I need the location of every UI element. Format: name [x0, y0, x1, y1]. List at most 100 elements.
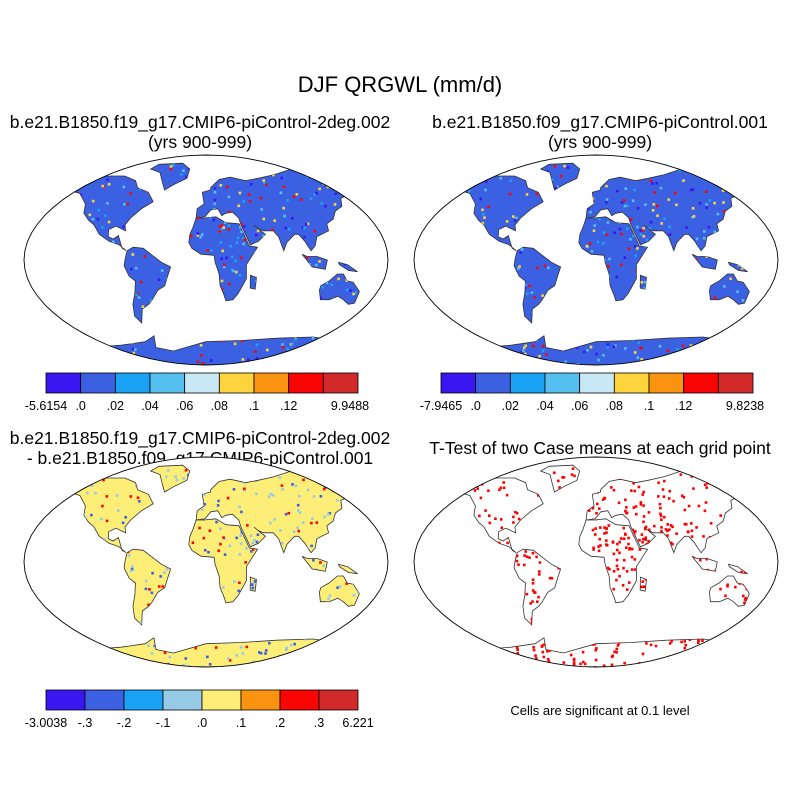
grid-cell: [664, 528, 668, 531]
grid-cell: [476, 363, 480, 365]
grid-cell: [579, 662, 582, 666]
grid-cell: [153, 644, 157, 648]
grid-cell: [643, 286, 647, 290]
grid-cell: [607, 524, 611, 527]
grid-cell: [264, 652, 267, 655]
grid-cell: [314, 658, 317, 661]
grid-cell: [532, 646, 535, 649]
grid-cell: [540, 644, 544, 648]
grid-cell: [217, 549, 220, 553]
grid-cell: [223, 221, 227, 224]
grid-cell: [499, 518, 503, 521]
grid-cell: [54, 647, 58, 650]
grid-cell: [697, 504, 701, 508]
grid-cell: [106, 202, 109, 205]
grid-cell: [550, 577, 554, 580]
grid-cell: [131, 361, 135, 365]
grid-cell: [656, 214, 659, 217]
grid-cell: [216, 504, 220, 507]
grid-cell: [201, 508, 204, 512]
grid-cell: [139, 621, 142, 625]
grid-cell: [338, 585, 342, 588]
grid-cell: [608, 275, 611, 278]
colorbar-tick-label: -.2: [117, 716, 132, 730]
grid-cell: [222, 226, 225, 229]
map-outline: [413, 456, 779, 668]
grid-cell: [259, 196, 263, 200]
grid-cell: [603, 496, 606, 500]
grid-cell: [606, 221, 610, 224]
colorbar-tick-label: .02: [107, 399, 124, 413]
grid-cell: [263, 182, 266, 185]
colorbar-tick-label: -7.9465: [420, 399, 462, 413]
grid-cell: [525, 193, 529, 196]
grid-cell: [623, 558, 626, 562]
grid-cell: [542, 643, 545, 647]
grid-cell: [310, 544, 313, 548]
grid-cell: [312, 559, 315, 562]
grid-cell: [542, 655, 546, 659]
grid-cell: [603, 532, 606, 535]
grid-cell: [596, 502, 599, 506]
grid-cell: [286, 347, 289, 351]
grid-cell: [697, 641, 700, 644]
grid-cell: [588, 242, 592, 245]
grid-cell: [310, 521, 313, 525]
grid-cell: [512, 521, 515, 524]
grid-cell: [253, 580, 257, 583]
grid-cell: [332, 349, 335, 352]
grid-cell: [647, 511, 651, 514]
grid-cell: [644, 578, 648, 581]
grid-cell: [293, 530, 296, 534]
grid-cell: [642, 490, 645, 494]
grid-cell: [72, 645, 76, 649]
grid-cell: [612, 587, 615, 591]
grid-cell: [749, 178, 752, 181]
grid-cell: [313, 193, 316, 196]
grid-cell: [537, 595, 540, 599]
grid-cell: [546, 657, 550, 661]
colorbar-tick-label: -.3: [78, 716, 93, 730]
colorbar-swatch: [114, 372, 151, 394]
grid-cell: [683, 646, 687, 650]
grid-cell: [575, 346, 579, 350]
grid-cell: [624, 533, 627, 536]
land-mass: [123, 246, 172, 324]
grid-cell: [273, 219, 276, 222]
grid-cell: [572, 657, 576, 661]
grid-cell: [543, 264, 547, 268]
grid-cell: [532, 345, 535, 348]
grid-cell: [597, 545, 600, 548]
grid-cell: [184, 657, 188, 660]
grid-cell: [247, 193, 251, 196]
grid-cell: [713, 201, 716, 205]
grid-cell: [281, 541, 284, 545]
grid-cell: [271, 360, 275, 363]
grid-cell: [623, 661, 626, 665]
grid-cell: [627, 536, 630, 540]
grid-cell: [659, 359, 663, 363]
grid-cell: [660, 518, 663, 521]
grid-cell: [452, 490, 455, 494]
grid-cell: [753, 337, 754, 340]
grid-cell: [478, 514, 481, 518]
grid-cell: [713, 230, 717, 234]
grid-cell: [281, 353, 285, 356]
grid-cell: [624, 509, 627, 513]
grid-cell: [624, 187, 628, 190]
grid-cell: [710, 363, 713, 365]
grid-cell: [640, 665, 643, 667]
grid-cell: [215, 520, 218, 524]
colorbar-swatch: [318, 689, 359, 711]
grid-cell: [379, 212, 382, 215]
grid-cell: [238, 581, 241, 585]
grid-cell: [107, 357, 111, 361]
grid-cell: [449, 651, 453, 655]
grid-cell: [209, 359, 213, 362]
grid-cell: [281, 488, 284, 491]
grid-cell: [622, 526, 625, 530]
grid-cell: [93, 361, 97, 365]
grid-cell: [304, 347, 308, 351]
grid-cell: [598, 537, 601, 541]
grid-cell: [326, 185, 330, 189]
